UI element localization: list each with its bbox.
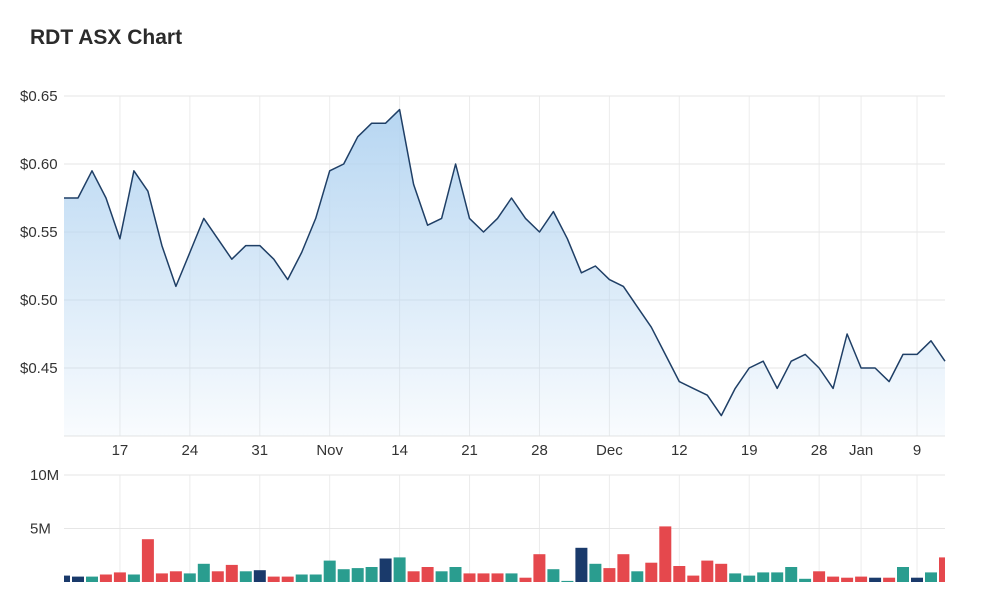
y-tick-label: $0.60 <box>20 156 58 173</box>
x-tick-label: 21 <box>461 442 478 459</box>
y-tick-label: $0.55 <box>20 224 58 241</box>
volume-bar <box>127 574 140 582</box>
volume-bar <box>687 575 700 582</box>
price-line <box>64 108 946 417</box>
x-tick-label: 14 <box>391 442 408 459</box>
volume-bar <box>715 563 728 582</box>
volume-bar <box>939 557 945 582</box>
volume-bar <box>645 562 658 582</box>
volume-bar <box>813 571 826 582</box>
volume-bar <box>365 567 378 582</box>
volume-bar <box>869 577 882 582</box>
volume-bar <box>505 573 518 582</box>
volume-tick-label: 5M <box>30 521 51 538</box>
volume-tick-label: 10M <box>30 467 59 484</box>
volume-bar <box>925 572 937 582</box>
volume-bar <box>729 573 742 582</box>
volume-bar <box>743 575 756 582</box>
x-tick-label: 9 <box>913 442 921 459</box>
volume-bar <box>295 574 308 582</box>
volume-bar <box>883 577 896 582</box>
volume-bar <box>169 571 182 582</box>
volume-bar <box>771 572 784 582</box>
volume-bar <box>575 547 588 582</box>
volume-bar <box>631 571 644 582</box>
x-tick-label: 24 <box>182 442 199 459</box>
volume-bar <box>617 554 630 582</box>
volume-bar <box>99 574 112 582</box>
volume-bar <box>379 558 392 582</box>
x-tick-label: 19 <box>741 442 758 459</box>
volume-bar <box>113 572 126 582</box>
axes: $0.65 $0.60 $0.55 $0.50 $0.45 10M 5M 17 24 31 Nov 1… <box>20 88 921 538</box>
price-area <box>64 109 945 436</box>
volume-bar <box>337 569 350 582</box>
volume-bar <box>86 576 98 582</box>
volume-bar <box>827 576 840 582</box>
volume-bar <box>267 576 280 582</box>
volume-bar <box>211 571 224 582</box>
volume-bar <box>855 576 868 582</box>
volume-bar <box>841 577 854 582</box>
y-tick-label: $0.45 <box>20 360 58 377</box>
volume-bar <box>64 575 70 582</box>
volume-bar <box>659 526 672 582</box>
price-chart <box>64 108 946 436</box>
volume-bar <box>323 560 336 582</box>
volume-bar <box>561 580 574 582</box>
volume-bar <box>463 573 476 582</box>
volume-bar <box>309 574 322 582</box>
x-tick-label: 28 <box>811 442 828 459</box>
volume-bar <box>225 564 238 582</box>
volume-bar <box>421 567 434 582</box>
volume-bar <box>589 563 602 582</box>
volume-bar <box>239 571 252 582</box>
volume-bar <box>701 560 714 582</box>
x-tick-label: 17 <box>112 442 129 459</box>
volume-bar <box>197 563 210 582</box>
volume-bar <box>183 573 196 582</box>
y-tick-label: $0.50 <box>20 292 58 309</box>
volume-bar <box>449 567 462 582</box>
volume-bar <box>435 571 448 582</box>
volume-bar <box>393 557 406 582</box>
y-tick-label: $0.65 <box>20 88 58 105</box>
volume-bar <box>253 570 266 582</box>
x-tick-label: Nov <box>316 442 343 459</box>
x-tick-label: 31 <box>251 442 268 459</box>
volume-bar <box>141 539 154 582</box>
volume-bar <box>603 568 616 582</box>
volume-bar <box>72 576 84 582</box>
volume-bar <box>547 569 560 582</box>
volume-bar <box>533 554 546 582</box>
volume-bar <box>757 572 770 582</box>
volume-bar <box>911 577 923 582</box>
x-tick-label: Jan <box>849 442 873 459</box>
volume-chart <box>64 526 945 582</box>
volume-bar <box>477 573 490 582</box>
volume-bar <box>799 578 812 582</box>
chart-title: RDT ASX Chart <box>30 26 183 49</box>
volume-bar <box>897 567 909 582</box>
volume-bar <box>155 573 168 582</box>
volume-bar <box>407 571 420 582</box>
volume-bar <box>673 566 686 582</box>
volume-bar <box>519 577 532 582</box>
x-tick-label: 28 <box>531 442 548 459</box>
volume-bar <box>281 576 294 582</box>
x-tick-label: Dec <box>596 442 623 459</box>
volume-bar <box>351 568 364 582</box>
x-tick-label: 12 <box>671 442 688 459</box>
volume-bar <box>491 573 504 582</box>
volume-bar <box>785 567 798 582</box>
